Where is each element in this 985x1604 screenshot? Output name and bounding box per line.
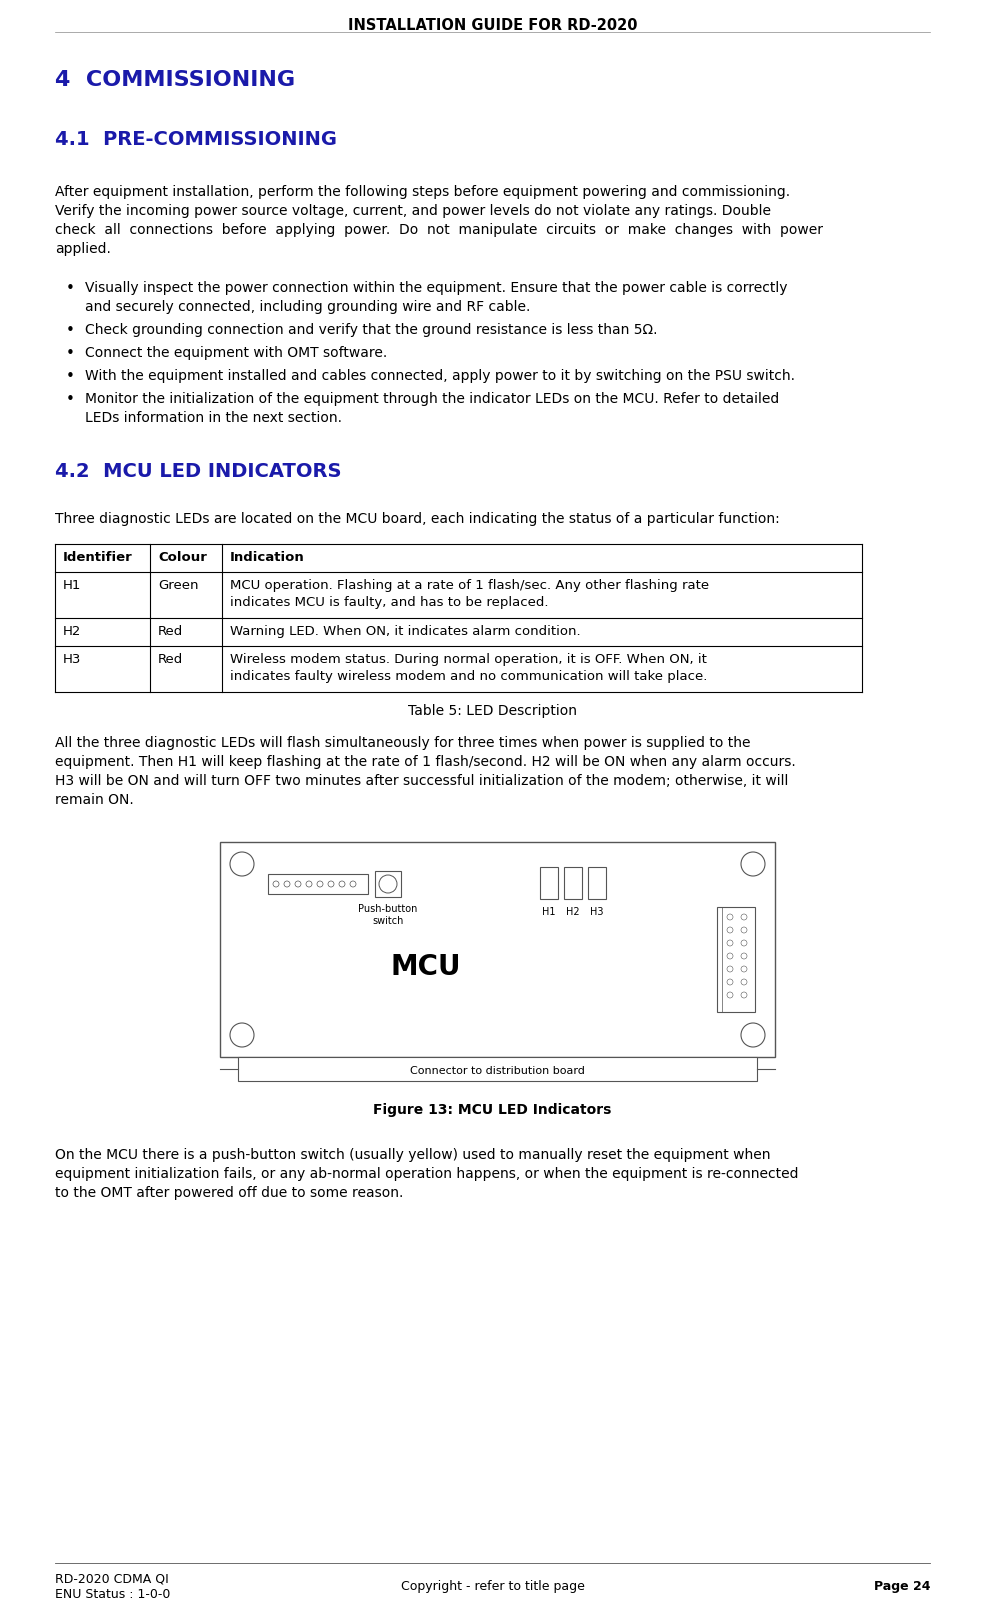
Text: LEDs information in the next section.: LEDs information in the next section. (85, 411, 342, 425)
Text: •: • (66, 369, 75, 383)
Text: Page 24: Page 24 (874, 1580, 930, 1593)
Text: •: • (66, 391, 75, 407)
Text: Three diagnostic LEDs are located on the MCU board, each indicating the status o: Three diagnostic LEDs are located on the… (55, 512, 780, 526)
Circle shape (230, 1023, 254, 1047)
Text: Table 5: LED Description: Table 5: LED Description (408, 704, 577, 719)
Text: INSTALLATION GUIDE FOR RD-2020: INSTALLATION GUIDE FOR RD-2020 (348, 18, 637, 34)
Circle shape (741, 966, 747, 972)
Text: MCU operation. Flashing at a rate of 1 flash/sec. Any other flashing rate
indica: MCU operation. Flashing at a rate of 1 f… (230, 579, 709, 610)
Text: H2: H2 (63, 626, 82, 638)
Text: On the MCU there is a push-button switch (usually yellow) used to manually reset: On the MCU there is a push-button switch… (55, 1148, 770, 1161)
Circle shape (741, 914, 747, 921)
Text: Green: Green (158, 579, 199, 592)
Circle shape (741, 927, 747, 934)
Circle shape (230, 852, 254, 876)
Circle shape (727, 914, 733, 921)
Text: Red: Red (158, 653, 183, 666)
Text: H1: H1 (543, 906, 556, 917)
Circle shape (741, 978, 747, 985)
Text: Identifier: Identifier (63, 552, 133, 565)
Text: Monitor the initialization of the equipment through the indicator LEDs on the MC: Monitor the initialization of the equipm… (85, 391, 779, 406)
Circle shape (273, 881, 279, 887)
Text: equipment initialization fails, or any ab-normal operation happens, or when the : equipment initialization fails, or any a… (55, 1168, 799, 1181)
Bar (588, 868, 606, 898)
Bar (268, 874, 368, 893)
Text: Check grounding connection and verify that the ground resistance is less than 5Ω: Check grounding connection and verify th… (85, 322, 658, 337)
Circle shape (328, 881, 334, 887)
Circle shape (727, 953, 733, 959)
Text: H1: H1 (63, 579, 82, 592)
Circle shape (284, 881, 290, 887)
Text: RD-2020 CDMA QI: RD-2020 CDMA QI (55, 1572, 168, 1585)
Circle shape (727, 927, 733, 934)
Circle shape (741, 953, 747, 959)
Circle shape (727, 966, 733, 972)
Text: Indication: Indication (230, 552, 304, 565)
Text: H3: H3 (63, 653, 82, 666)
Circle shape (727, 978, 733, 985)
Circle shape (379, 876, 397, 893)
Text: Push-button
switch: Push-button switch (359, 905, 418, 927)
Circle shape (741, 940, 747, 946)
Bar (564, 868, 582, 898)
Text: Colour: Colour (158, 552, 207, 565)
Circle shape (741, 852, 765, 876)
Bar (220, 842, 775, 1057)
Text: applied.: applied. (55, 242, 111, 257)
Text: Copyright - refer to title page: Copyright - refer to title page (401, 1580, 584, 1593)
Text: Verify the incoming power source voltage, current, and power levels do not viola: Verify the incoming power source voltage… (55, 204, 771, 218)
Text: Connect the equipment with OMT software.: Connect the equipment with OMT software. (85, 346, 387, 359)
Circle shape (741, 991, 747, 998)
Circle shape (339, 881, 345, 887)
Text: ENU Status : 1-0-0: ENU Status : 1-0-0 (55, 1588, 170, 1601)
Text: H3 will be ON and will turn OFF two minutes after successful initialization of t: H3 will be ON and will turn OFF two minu… (55, 775, 788, 788)
Circle shape (317, 881, 323, 887)
Text: With the equipment installed and cables connected, apply power to it by switchin: With the equipment installed and cables … (85, 369, 795, 383)
Text: to the OMT after powered off due to some reason.: to the OMT after powered off due to some… (55, 1185, 404, 1200)
Text: Red: Red (158, 626, 183, 638)
Text: After equipment installation, perform the following steps before equipment power: After equipment installation, perform th… (55, 184, 790, 199)
Text: 4.1  PRE-COMMISSIONING: 4.1 PRE-COMMISSIONING (55, 130, 337, 149)
Bar (238, 1057, 757, 1081)
Text: 4.2  MCU LED INDICATORS: 4.2 MCU LED INDICATORS (55, 462, 342, 481)
Bar (540, 868, 558, 898)
Text: All the three diagnostic LEDs will flash simultaneously for three times when pow: All the three diagnostic LEDs will flash… (55, 736, 751, 751)
Text: H3: H3 (590, 906, 604, 917)
Text: •: • (66, 281, 75, 297)
Circle shape (727, 991, 733, 998)
Text: equipment. Then H1 will keep flashing at the rate of 1 flash/second. H2 will be : equipment. Then H1 will keep flashing at… (55, 755, 796, 768)
Circle shape (727, 940, 733, 946)
Text: check  all  connections  before  applying  power.  Do  not  manipulate  circuits: check all connections before applying po… (55, 223, 823, 237)
Circle shape (350, 881, 356, 887)
Text: •: • (66, 322, 75, 338)
Text: Connector to distribution board: Connector to distribution board (410, 1067, 585, 1076)
Text: Wireless modem status. During normal operation, it is OFF. When ON, it
indicates: Wireless modem status. During normal ope… (230, 653, 707, 683)
Circle shape (306, 881, 312, 887)
Bar (717, 906, 755, 1012)
Text: and securely connected, including grounding wire and RF cable.: and securely connected, including ground… (85, 300, 530, 314)
Text: Figure 13: MCU LED Indicators: Figure 13: MCU LED Indicators (373, 1104, 612, 1116)
Bar (375, 871, 401, 897)
Circle shape (741, 1023, 765, 1047)
Circle shape (295, 881, 301, 887)
Text: remain ON.: remain ON. (55, 792, 134, 807)
Text: •: • (66, 346, 75, 361)
Text: Visually inspect the power connection within the equipment. Ensure that the powe: Visually inspect the power connection wi… (85, 281, 787, 295)
Text: Warning LED. When ON, it indicates alarm condition.: Warning LED. When ON, it indicates alarm… (230, 626, 580, 638)
Text: MCU: MCU (390, 953, 461, 980)
Text: 4  COMMISSIONING: 4 COMMISSIONING (55, 71, 296, 90)
Text: H2: H2 (566, 906, 580, 917)
